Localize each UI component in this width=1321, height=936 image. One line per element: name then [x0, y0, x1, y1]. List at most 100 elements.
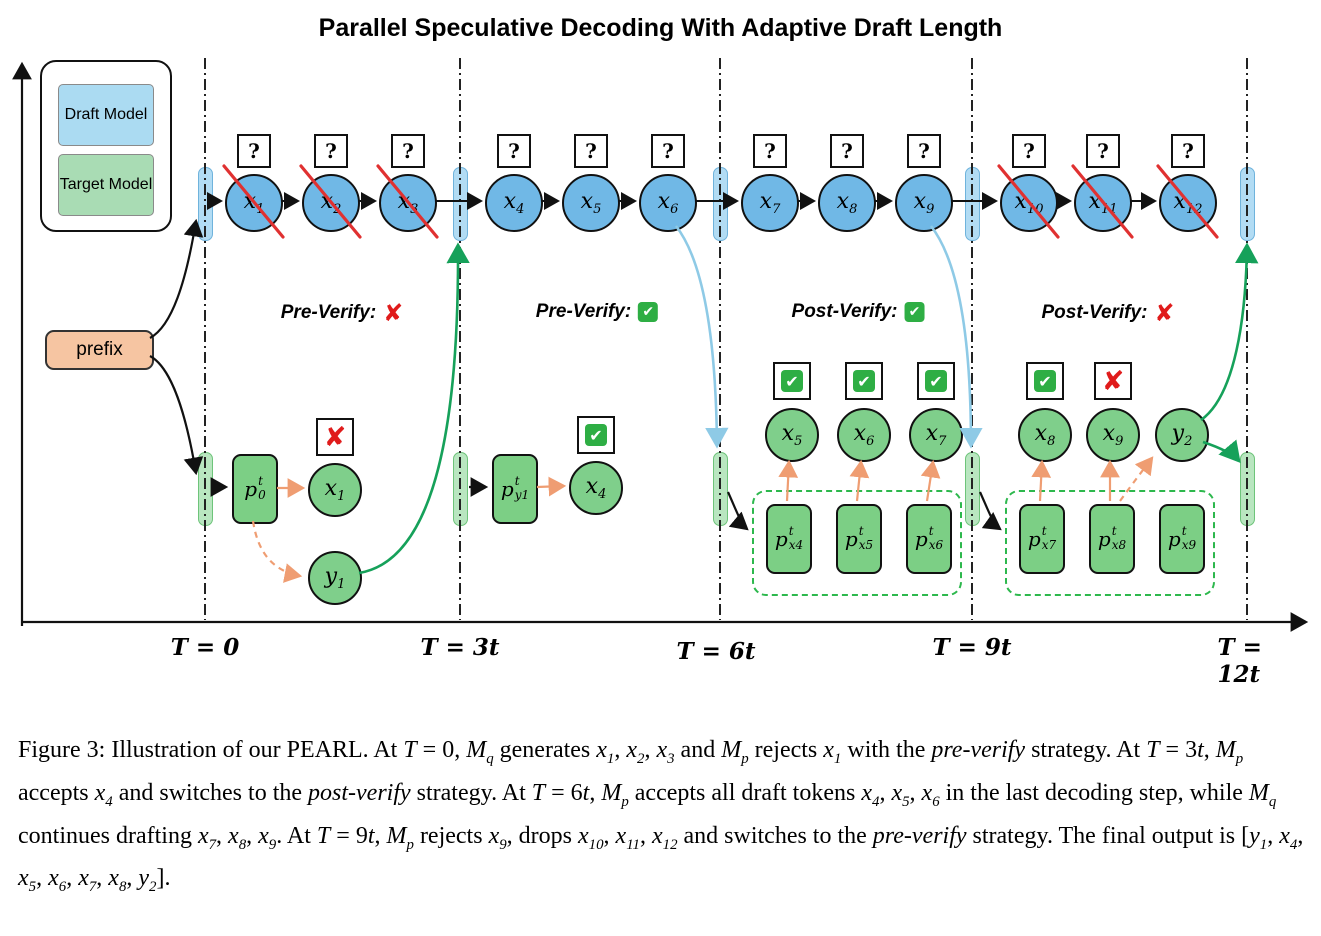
cross-icon: ✘ — [1154, 299, 1175, 327]
token-label: x9 — [913, 189, 935, 217]
pbox-px5: p t x5 — [836, 504, 882, 574]
target-lane-marker-t9 — [965, 452, 980, 526]
token-label: x9 — [1102, 421, 1124, 449]
question-box-x7: ? — [753, 134, 787, 168]
token-label: x1 — [324, 476, 346, 504]
question-box-x4: ? — [497, 134, 531, 168]
target-lane-marker-t0 — [198, 452, 213, 526]
pbox-label: p t x7 — [1027, 524, 1057, 552]
sampling-arrows — [277, 459, 1120, 502]
pbox-px7: p t x7 — [1019, 504, 1065, 574]
time-label-t3: T = 3t — [420, 634, 500, 661]
status-box-x7: ✔ — [917, 362, 955, 400]
token-label: x6 — [853, 421, 875, 449]
draft-token-x11: x11 — [1074, 174, 1132, 232]
check-icon: ✔ — [1034, 370, 1056, 392]
check-icon: ✔ — [853, 370, 875, 392]
question-box-x5: ? — [574, 134, 608, 168]
draft-token-x12: x12 — [1159, 174, 1217, 232]
token-label: x7 — [759, 189, 781, 217]
token-label: x8 — [836, 189, 858, 217]
draft-token-x2: x2 — [302, 174, 360, 232]
check-icon: ✔ — [781, 370, 803, 392]
check-icon: ✔ — [638, 302, 659, 322]
status-box-x8: ✔ — [1026, 362, 1064, 400]
target-token-x6: x6 — [837, 408, 891, 462]
target-token-x7: x7 — [909, 408, 963, 462]
target-token-x9: x9 — [1086, 408, 1140, 462]
pbox-label: p t x8 — [1097, 524, 1127, 552]
target-token-y1: y1 — [308, 551, 362, 605]
prefix-box: prefix — [45, 330, 154, 370]
token-label: x8 — [1034, 421, 1056, 449]
time-label-t0: T = 0 — [170, 634, 240, 661]
draft-token-x6: x6 — [639, 174, 697, 232]
token-label: y2 — [1171, 421, 1193, 449]
question-box-x6: ? — [651, 134, 685, 168]
draft-token-x8: x8 — [818, 174, 876, 232]
verify-text: Pre-Verify: — [280, 302, 377, 323]
pbox-py1: p t y1 — [492, 454, 538, 524]
cross-icon: ✘ — [383, 299, 404, 327]
question-box-x2: ? — [314, 134, 348, 168]
target-lane-marker-t6 — [713, 452, 728, 526]
verify-text: Pre-Verify: — [535, 301, 632, 322]
time-label-t6: T = 6t — [676, 638, 756, 665]
draft-token-x1: x1 — [225, 174, 283, 232]
target-lane-marker-t12 — [1240, 452, 1255, 526]
verify-label-pre-2: Pre-Verify: ✔ — [535, 301, 659, 323]
draft-lane-marker-t6 — [713, 167, 728, 241]
pbox-label: p t x4 — [774, 524, 804, 552]
target-token-x1: x1 — [308, 463, 362, 517]
target-token-x8: x8 — [1018, 408, 1072, 462]
target-token-x4: x4 — [569, 461, 623, 515]
token-label: x5 — [580, 189, 602, 217]
question-box-x1: ? — [237, 134, 271, 168]
figure-title: Parallel Speculative Decoding With Adapt… — [318, 14, 1003, 42]
verify-text: Post-Verify: — [791, 301, 898, 322]
target-lane-marker-t3 — [453, 452, 468, 526]
cross-icon: ✘ — [1101, 365, 1125, 397]
question-box-x9: ? — [907, 134, 941, 168]
token-label: x4 — [503, 189, 525, 217]
verify-label-post-2: Post-Verify: ✘ — [1041, 301, 1174, 325]
draft-lane-marker-t9 — [965, 167, 980, 241]
legend-target-model: Target Model — [58, 154, 154, 216]
status-box-x9: ✘ — [1094, 362, 1132, 400]
token-label: x1 — [243, 189, 265, 217]
token-label: x12 — [1173, 189, 1203, 217]
draft-token-x9: x9 — [895, 174, 953, 232]
status-box-x6: ✔ — [845, 362, 883, 400]
draft-lane-marker-t12 — [1240, 167, 1255, 241]
token-label: y1 — [324, 564, 346, 592]
pbox-label: p t x9 — [1167, 524, 1197, 552]
status-box-x1: ✘ — [316, 418, 354, 456]
draft-token-x4: x4 — [485, 174, 543, 232]
verify-label-post-1: Post-Verify: ✔ — [792, 301, 925, 323]
time-label-t12: T = 12t — [1217, 634, 1262, 688]
pbox-px4: p t x4 — [766, 504, 812, 574]
verify-label-pre-1: Pre-Verify: ✘ — [281, 301, 404, 325]
pbox-label: p t y1 — [500, 474, 530, 502]
pbox-px9: p t x9 — [1159, 504, 1205, 574]
pbox-px8: p t x8 — [1089, 504, 1135, 574]
pbox-px6: p t x6 — [906, 504, 952, 574]
token-label: x7 — [925, 421, 947, 449]
question-box-x11: ? — [1086, 134, 1120, 168]
draft-token-x10: x10 — [1000, 174, 1058, 232]
token-label: x10 — [1014, 189, 1044, 217]
draft-lane-marker-t0 — [198, 167, 213, 241]
token-label: x2 — [320, 189, 342, 217]
draft-token-x5: x5 — [562, 174, 620, 232]
status-box-x5: ✔ — [773, 362, 811, 400]
figure-caption: Figure 3: Illustration of our PEARL. At … — [18, 737, 1304, 896]
question-box-x12: ? — [1171, 134, 1205, 168]
verify-text: Post-Verify: — [1041, 302, 1148, 323]
question-box-x10: ? — [1012, 134, 1046, 168]
check-icon: ✔ — [585, 424, 607, 446]
token-label: x5 — [781, 421, 803, 449]
token-label: x6 — [657, 189, 679, 217]
